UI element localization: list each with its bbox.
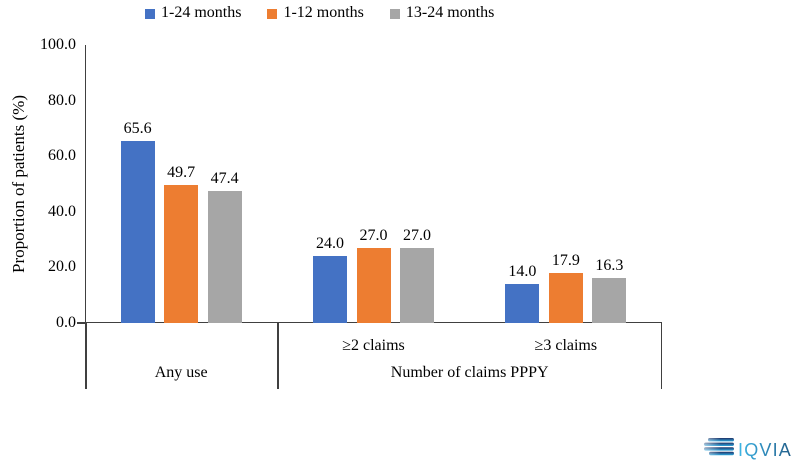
iqvia-logo: IQVIA bbox=[704, 438, 791, 460]
category-divider bbox=[277, 323, 279, 389]
value-label: 16.3 bbox=[595, 256, 624, 274]
logo-motion-lines bbox=[704, 438, 734, 456]
legend-swatch bbox=[145, 8, 155, 19]
legend: 1-24 months 1-12 months 13-24 months bbox=[145, 2, 494, 24]
value-label: 14.0 bbox=[508, 263, 537, 281]
y-tick-label: 100.0 bbox=[40, 36, 76, 53]
legend-swatch bbox=[267, 8, 278, 19]
value-label: 49.7 bbox=[167, 163, 196, 181]
category-divider bbox=[85, 323, 87, 389]
y-tick-label: 20.0 bbox=[48, 258, 76, 276]
legend-item: 1-24 months bbox=[145, 2, 241, 24]
y-tick-label: 80.0 bbox=[48, 91, 76, 109]
bar: 24.0 bbox=[313, 235, 347, 323]
legend-label: 13-24 months bbox=[405, 4, 495, 21]
y-axis-title: Proportion of patients (%) bbox=[9, 95, 28, 273]
value-label: 27.0 bbox=[359, 226, 388, 244]
bar: 47.4 bbox=[207, 170, 242, 323]
legend-item: 13-24 months bbox=[389, 2, 495, 24]
bar: 49.7 bbox=[164, 164, 199, 323]
x-category-label: ≥2 claims bbox=[342, 337, 405, 354]
legend-label: 1-24 months bbox=[161, 4, 242, 21]
bar: 17.9 bbox=[548, 252, 583, 323]
legend-label: 1-12 months bbox=[283, 4, 364, 21]
x-group-label: Number of claims PPPY bbox=[390, 364, 549, 381]
x-group-label: Any use bbox=[154, 364, 208, 381]
bar: 27.0 bbox=[356, 227, 391, 323]
legend-item: 1-12 months bbox=[267, 2, 364, 24]
x-category-label: ≥3 claims bbox=[534, 337, 598, 354]
value-label: 27.0 bbox=[403, 226, 431, 244]
bar: 14.0 bbox=[505, 263, 540, 323]
bar-group: 65.6 49.7 47.4 bbox=[120, 45, 242, 323]
bar-group: 14.0 17.9 16.3 bbox=[505, 45, 627, 323]
category-divider bbox=[660, 323, 662, 389]
value-label: 47.4 bbox=[210, 170, 239, 188]
bar: 27.0 bbox=[400, 227, 434, 323]
value-label: 24.0 bbox=[316, 235, 344, 253]
y-axis-zero-tick bbox=[77, 322, 86, 324]
logo-wordmark: IQVIA bbox=[738, 440, 791, 460]
legend-swatch bbox=[389, 8, 400, 19]
bar: 16.3 bbox=[592, 257, 627, 323]
y-tick-label: 40.0 bbox=[48, 202, 76, 220]
value-label: 17.9 bbox=[551, 252, 580, 270]
bar: 65.6 bbox=[120, 120, 155, 323]
y-tick-label: 60.0 bbox=[48, 147, 76, 165]
value-label: 65.6 bbox=[123, 119, 152, 137]
bar-group: 24.0 27.0 27.0 bbox=[313, 45, 434, 323]
y-tick-label: 0.0 bbox=[56, 314, 76, 331]
